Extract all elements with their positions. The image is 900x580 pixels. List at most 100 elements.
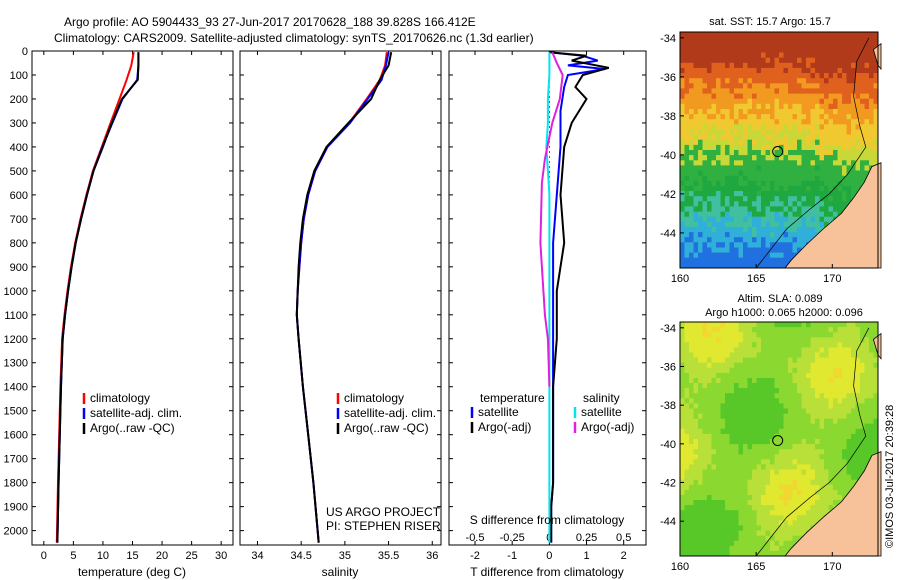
map-cell [729, 37, 735, 43]
map-cell [860, 352, 865, 359]
map-cell [792, 530, 798, 537]
map-cell [765, 32, 771, 38]
map-cell [707, 124, 712, 130]
map-cell [707, 78, 712, 84]
map-cell [774, 134, 780, 141]
map-cell [810, 109, 816, 115]
map-cell [806, 398, 811, 404]
map-cell [707, 459, 712, 465]
map-cell [720, 413, 726, 420]
map-cell [702, 129, 708, 136]
map-cell [680, 247, 685, 254]
map-cell [716, 144, 721, 151]
map-cell [680, 242, 685, 248]
map-cell [716, 216, 721, 223]
map-cell [806, 83, 811, 89]
map-cell [783, 175, 789, 182]
map-x-tick-label: 165 [747, 561, 765, 573]
map-cell [752, 362, 757, 369]
map-cell [716, 196, 721, 202]
map-cell [707, 211, 712, 218]
map-cell [693, 114, 699, 120]
map-cell [783, 155, 789, 161]
map-cell [851, 433, 856, 440]
map-cell [761, 175, 766, 182]
map-cell [770, 216, 775, 223]
map-cell [707, 352, 712, 359]
map-cell [860, 449, 865, 455]
map-cell [729, 398, 735, 404]
map-cell [846, 484, 852, 491]
map-cell [720, 185, 726, 192]
map-cell [788, 530, 793, 537]
map-cell [873, 444, 879, 450]
map-cell [819, 78, 825, 84]
map-cell [774, 357, 780, 364]
map-cell [720, 206, 726, 212]
map-cell [716, 428, 721, 435]
map-cell [837, 98, 843, 105]
map-cell [779, 237, 784, 243]
map-cell [801, 83, 807, 89]
map-cell [756, 505, 762, 511]
map-cell [680, 327, 685, 333]
map-cell [725, 530, 730, 537]
map-cell [873, 347, 879, 353]
map-cell [869, 322, 874, 328]
x-axis-label: salinity [322, 565, 359, 579]
map-cell [819, 57, 825, 64]
map-cell [806, 150, 811, 156]
map-cell [725, 88, 730, 94]
map-cell [707, 134, 712, 141]
map-cell [869, 83, 874, 89]
map-cell [743, 413, 748, 420]
map-cell [873, 119, 879, 125]
map-cell [765, 216, 771, 223]
map-cell [693, 62, 699, 69]
map-cell [756, 62, 762, 69]
map-cell [810, 367, 816, 374]
map-cell [855, 357, 861, 364]
map-cell [770, 535, 775, 542]
map-cell [752, 383, 757, 389]
map-cell [761, 347, 766, 353]
map-cell [689, 535, 694, 542]
map-cell [842, 337, 847, 343]
map-cell [824, 367, 829, 374]
map-cell [684, 134, 690, 141]
map-cell [828, 347, 834, 353]
map-cell [774, 221, 780, 228]
map-cell [774, 367, 780, 374]
map-cell [725, 520, 730, 526]
map-cell [725, 474, 730, 481]
map-cell [801, 227, 807, 233]
map-cell [698, 103, 703, 110]
map-cell [815, 206, 820, 212]
map-cell [698, 191, 703, 197]
map-cell [756, 67, 762, 74]
map-cell [684, 495, 690, 501]
map-cell [752, 103, 757, 110]
map-cell [738, 439, 744, 445]
map-cell [873, 398, 879, 404]
map-cell [752, 322, 757, 328]
map-cell [734, 545, 739, 552]
map-cell [824, 454, 829, 460]
map-cell [711, 119, 717, 125]
map-cell [792, 227, 798, 233]
map-cell [743, 211, 748, 218]
map-cell [747, 139, 753, 146]
map-cell [720, 232, 726, 238]
map-cell [698, 42, 703, 48]
map-cell [725, 459, 730, 465]
map-cell [725, 155, 730, 161]
map-cell [720, 175, 726, 182]
map-cell [689, 211, 694, 218]
legend-label: Argo(-adj) [581, 420, 634, 434]
map-cell [779, 367, 784, 374]
map-cell [752, 119, 757, 125]
map-cell [873, 413, 879, 420]
map-cell [707, 175, 712, 182]
map-cell [747, 449, 753, 455]
map-cell [810, 98, 816, 105]
